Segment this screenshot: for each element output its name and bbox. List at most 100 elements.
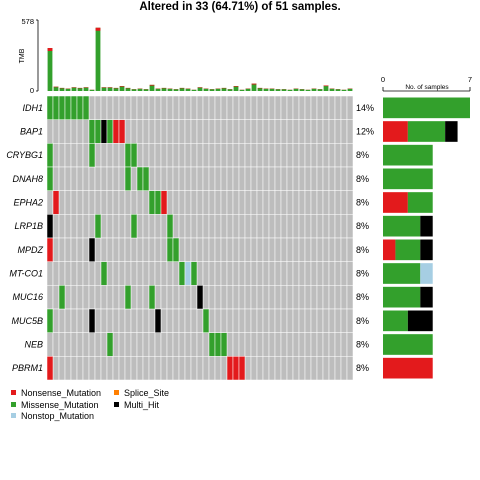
tmb-bar: [275, 89, 281, 91]
tmb-bar: [293, 88, 299, 91]
gene-bar-segment: [383, 239, 396, 261]
gene-bar-segment: [383, 121, 408, 142]
matrix-cell: [112, 332, 120, 357]
matrix-cell: [58, 237, 66, 262]
matrix-cell: [58, 166, 66, 191]
alteration-cell: [238, 356, 246, 381]
matrix-cell: [130, 285, 138, 310]
matrix-cell: [118, 261, 126, 286]
matrix-cell: [76, 214, 84, 239]
matrix-cell: [190, 119, 198, 144]
matrix-cell: [274, 190, 282, 215]
matrix-cell: [256, 214, 264, 239]
matrix-cell: [340, 166, 348, 191]
mutation-matrix: [46, 95, 354, 381]
matrix-cell: [112, 261, 120, 286]
tmb-bar: [137, 88, 143, 91]
matrix-cell: [148, 308, 156, 333]
matrix-cell: [94, 237, 102, 262]
matrix-cell: [202, 143, 210, 168]
matrix-cell: [286, 166, 294, 191]
matrix-cell: [286, 356, 294, 381]
matrix-cell: [94, 190, 102, 215]
matrix-cell: [70, 356, 78, 381]
matrix-cell: [262, 190, 270, 215]
matrix-cell: [316, 119, 324, 144]
matrix-cell: [250, 308, 258, 333]
alteration-cell: [124, 143, 132, 168]
matrix-cell: [58, 261, 66, 286]
tmb-bar: [197, 87, 203, 91]
matrix-cell: [52, 119, 60, 144]
matrix-cell: [94, 332, 102, 357]
matrix-cell: [124, 214, 132, 239]
matrix-cell: [268, 214, 276, 239]
matrix-cell: [88, 261, 96, 286]
matrix-cell: [328, 143, 336, 168]
matrix-cell: [178, 214, 186, 239]
alteration-cell: [46, 237, 54, 262]
tmb-bar: [287, 89, 293, 91]
matrix-cell: [112, 308, 120, 333]
matrix-cell: [346, 285, 354, 310]
matrix-cell: [280, 119, 288, 144]
matrix-cell: [328, 95, 336, 120]
matrix-cell: [70, 119, 78, 144]
matrix-cell: [202, 166, 210, 191]
matrix-cell: [322, 214, 330, 239]
matrix-cell: [340, 285, 348, 310]
alteration-cell: [46, 308, 54, 333]
matrix-cell: [70, 332, 78, 357]
matrix-cell: [52, 166, 60, 191]
matrix-cell: [130, 332, 138, 357]
matrix-cell: [220, 95, 228, 120]
matrix-cell: [256, 95, 264, 120]
matrix-cell: [310, 285, 318, 310]
matrix-cell: [304, 308, 312, 333]
matrix-cell: [202, 285, 210, 310]
gene-bar-segment: [407, 310, 433, 332]
matrix-cell: [196, 166, 204, 191]
matrix-cell: [202, 356, 210, 381]
matrix-cell: [184, 95, 192, 120]
alteration-cell: [130, 214, 138, 239]
matrix-cell: [118, 332, 126, 357]
matrix-cell: [106, 143, 114, 168]
matrix-cell: [262, 166, 270, 191]
matrix-cell: [214, 308, 222, 333]
alteration-cell: [226, 356, 234, 381]
matrix-cell: [322, 95, 330, 120]
matrix-cell: [154, 95, 162, 120]
matrix-cell: [346, 119, 354, 144]
tmb-bar: [89, 89, 95, 91]
matrix-cell: [196, 119, 204, 144]
tmb-bar: [311, 88, 317, 91]
matrix-cell: [226, 166, 234, 191]
matrix-cell: [76, 119, 84, 144]
tmb-bar: [221, 87, 227, 91]
matrix-cell: [160, 308, 168, 333]
matrix-cell: [232, 332, 240, 357]
matrix-cell: [262, 214, 270, 239]
matrix-cell: [220, 356, 228, 381]
matrix-cell: [256, 237, 264, 262]
matrix-cell: [154, 143, 162, 168]
matrix-cell: [208, 214, 216, 239]
matrix-cell: [250, 143, 258, 168]
matrix-cell: [82, 308, 90, 333]
matrix-cell: [334, 166, 342, 191]
matrix-cell: [124, 119, 132, 144]
matrix-cell: [334, 332, 342, 357]
matrix-cell: [130, 237, 138, 262]
alteration-cell: [190, 261, 198, 286]
matrix-cell: [52, 214, 60, 239]
matrix-cell: [178, 95, 186, 120]
matrix-cell: [190, 285, 198, 310]
matrix-cell: [262, 332, 270, 357]
gene-bar-segment: [383, 286, 421, 308]
matrix-cell: [184, 119, 192, 144]
matrix-cell: [292, 190, 300, 215]
alteration-cell: [94, 214, 102, 239]
matrix-cell: [166, 119, 174, 144]
